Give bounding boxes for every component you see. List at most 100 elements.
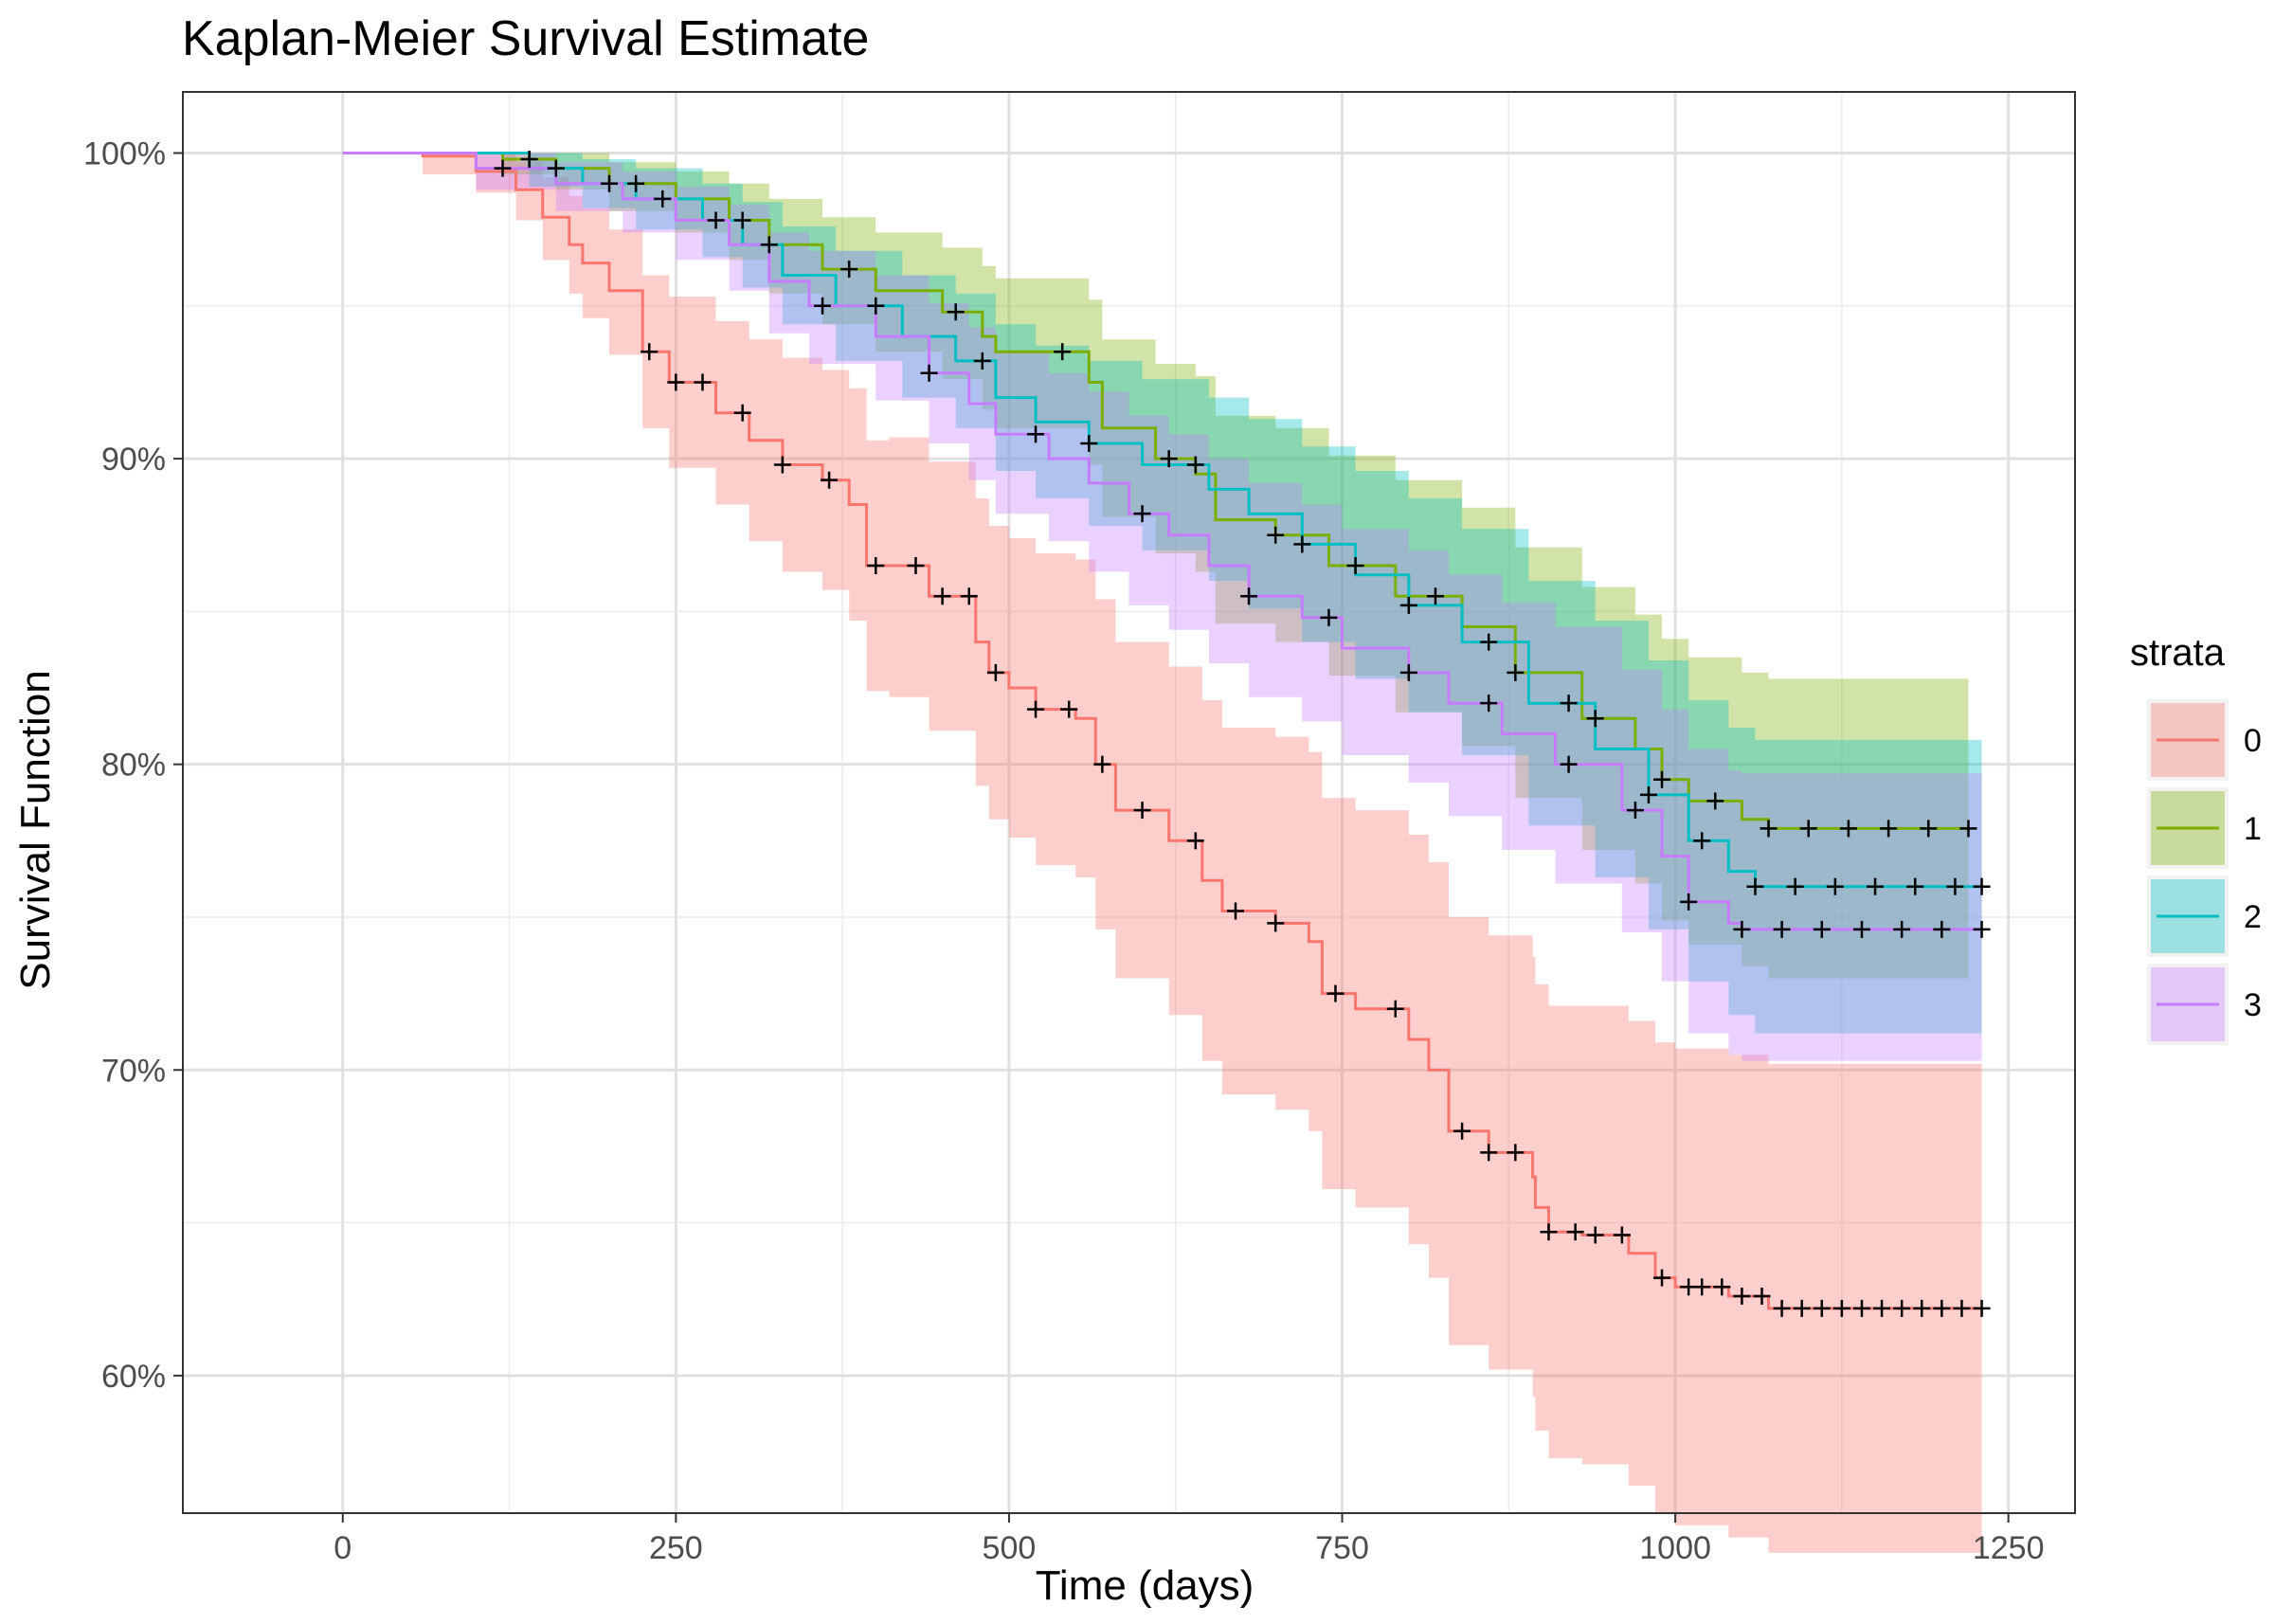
censor-mark-strata-0 xyxy=(1586,1226,1604,1244)
censor-mark-strata-2 xyxy=(1480,633,1498,651)
confidence-ribbons xyxy=(342,153,1982,1553)
censor-mark-strata-3 xyxy=(1320,608,1338,626)
censor-mark-strata-1 xyxy=(1653,770,1671,788)
y-tick-label: 70% xyxy=(101,1053,166,1089)
censor-mark-strata-0 xyxy=(1773,1299,1791,1317)
censor-mark-strata-0 xyxy=(1227,902,1245,920)
ribbon-strata-3 xyxy=(342,153,1982,1061)
censor-mark-strata-0 xyxy=(1566,1223,1584,1241)
censor-mark-strata-1 xyxy=(1426,587,1444,605)
censor-mark-strata-3 xyxy=(1893,920,1911,938)
censor-mark-strata-0 xyxy=(1953,1299,1971,1317)
y-axis-title: Survival Function xyxy=(12,670,59,989)
censor-mark-strata-0 xyxy=(1832,1299,1850,1317)
censor-mark-strata-1 xyxy=(1267,526,1285,544)
censor-mark-strata-2 xyxy=(973,352,991,370)
censor-mark-strata-1 xyxy=(1920,820,1938,838)
legend-key-strata-2 xyxy=(2147,875,2229,957)
censor-mark-strata-0 xyxy=(1386,1000,1404,1018)
ribbon-strata-0 xyxy=(342,153,1982,1553)
legend-label-strata-3: 3 xyxy=(2244,987,2262,1023)
censor-mark-strata-0 xyxy=(1933,1299,1951,1317)
censor-mark-strata-3 xyxy=(707,211,725,229)
censor-mark-strata-2 xyxy=(1906,877,1924,895)
censor-mark-strata-3 xyxy=(1773,920,1791,938)
grid-major xyxy=(183,92,2075,1513)
censor-mark-strata-3 xyxy=(1733,920,1751,938)
x-tick-label: 500 xyxy=(983,1530,1037,1566)
censor-mark-strata-1 xyxy=(520,150,538,168)
censor-mark-strata-0 xyxy=(1133,802,1151,820)
censor-mark-strata-3 xyxy=(1626,802,1644,820)
censor-mark-strata-2 xyxy=(1746,877,1764,895)
censor-mark-strata-0 xyxy=(1793,1299,1811,1317)
x-tick-label: 1000 xyxy=(1639,1530,1711,1566)
panel-border xyxy=(182,91,2076,1514)
censor-mark-strata-1 xyxy=(1760,820,1778,838)
censor-mark-strata-0 xyxy=(733,404,751,422)
censor-mark-strata-1 xyxy=(1799,820,1817,838)
censor-mark-strata-2 xyxy=(1867,877,1885,895)
plot-panel xyxy=(182,91,2076,1553)
censor-mark-strata-0 xyxy=(1653,1269,1671,1287)
censor-mark-strata-0 xyxy=(1093,755,1111,773)
chart-title: Kaplan-Meier Survival Estimate xyxy=(182,11,869,66)
censor-mark-strata-0 xyxy=(933,587,951,605)
y-tick-label: 100% xyxy=(83,136,166,172)
censor-mark-strata-2 xyxy=(1560,695,1578,713)
panel-background xyxy=(183,92,2075,1513)
censor-mark-strata-1 xyxy=(1346,557,1364,574)
x-axis-title: Time (days) xyxy=(1036,1562,1254,1609)
censor-mark-strata-3 xyxy=(1813,920,1831,938)
ribbon-strata-2 xyxy=(342,153,1982,1034)
legend: strata 0 1 2 3 xyxy=(2130,632,2262,1045)
censor-mark-strata-1 xyxy=(1839,820,1857,838)
censor-mark-strata-0 xyxy=(907,557,925,574)
censor-mark-strata-3 xyxy=(1560,755,1578,773)
censor-mark-strata-1 xyxy=(1586,710,1604,728)
censor-mark-strata-0 xyxy=(1613,1226,1631,1244)
censor-mark-strata-3 xyxy=(1399,663,1417,681)
legend-title: strata xyxy=(2130,632,2226,674)
grid-minor xyxy=(183,92,2075,1513)
censor-mark-strata-0 xyxy=(773,456,791,474)
censor-mark-strata-1 xyxy=(1880,820,1898,838)
censor-mark-strata-3 xyxy=(1133,505,1151,523)
censor-mark-strata-3 xyxy=(1480,695,1498,713)
censor-mark-strata-1 xyxy=(947,303,965,321)
x-tick-label: 1250 xyxy=(1973,1530,2045,1566)
censor-mark-strata-1 xyxy=(1054,343,1072,361)
censor-mark-strata-3 xyxy=(1240,587,1258,605)
censor-mark-strata-0 xyxy=(1733,1287,1751,1305)
censor-mark-strata-1 xyxy=(1959,820,1977,838)
censor-mark-strata-2 xyxy=(1973,877,1991,895)
censor-mark-strata-0 xyxy=(641,343,659,361)
legend-label-strata-2: 2 xyxy=(2244,899,2262,935)
censor-mark-strata-2 xyxy=(654,189,672,208)
censor-mark-strata-2 xyxy=(760,236,778,254)
censor-mark-strata-2 xyxy=(867,297,885,315)
x-tick-label: 250 xyxy=(649,1530,703,1566)
censor-mark-strata-0 xyxy=(867,557,885,574)
censor-mark-strata-2 xyxy=(1786,877,1804,895)
curve-strata-0 xyxy=(342,152,1982,1310)
censor-mark-strata-0 xyxy=(986,663,1004,681)
censor-mark-strata-0 xyxy=(1713,1278,1731,1296)
censor-mark-strata-1 xyxy=(1706,792,1724,810)
censor-mark-strata-0 xyxy=(1060,700,1078,718)
censor-mark-strata-2 xyxy=(1639,785,1657,803)
censor-mark-strata-0 xyxy=(1753,1287,1771,1305)
legend-label-strata-0: 0 xyxy=(2244,723,2262,759)
censor-mark-strata-3 xyxy=(1852,920,1870,938)
censor-mark-strata-0 xyxy=(1813,1299,1831,1317)
y-tick-label: 80% xyxy=(101,748,166,784)
legend-label-strata-1: 1 xyxy=(2244,811,2262,847)
censor-mark-strata-0 xyxy=(1480,1144,1498,1162)
x-tick-label: 0 xyxy=(334,1530,352,1566)
censor-mark-strata-2 xyxy=(1186,456,1204,474)
censor-mark-strata-0 xyxy=(1693,1278,1711,1296)
censor-mark-strata-2 xyxy=(1399,596,1417,614)
censor-mark-strata-0 xyxy=(1852,1299,1870,1317)
censor-mark-strata-2 xyxy=(1826,877,1844,895)
